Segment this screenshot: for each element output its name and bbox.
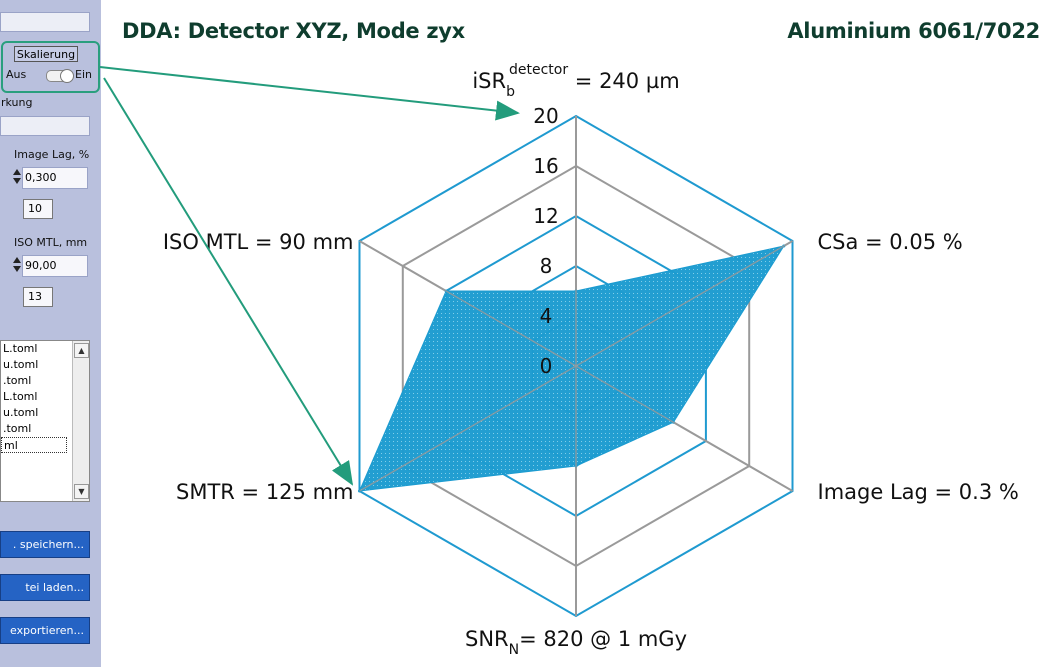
list-item[interactable]: L.toml	[3, 342, 38, 355]
tick-label: 4	[540, 304, 553, 328]
load-file-button[interactable]: tei laden...	[0, 574, 90, 601]
image-lag-label: Image Lag, %	[14, 148, 90, 161]
list-item[interactable]: .toml	[3, 422, 32, 435]
scaling-toggle[interactable]	[46, 69, 74, 83]
scroll-up-icon[interactable]: ▲	[74, 343, 89, 358]
axis-label: ISO MTL = 90 mm	[163, 230, 354, 254]
axis-label: SMTR = 125 mm	[176, 480, 354, 504]
remark-label: rkung	[1, 96, 33, 109]
axis-label: SNRN= 820 @ 1 mGy	[465, 627, 687, 658]
remark-field[interactable]	[0, 116, 90, 136]
list-item[interactable]: .toml	[3, 374, 32, 387]
iso-mtl-label: ISO MTL, mm	[14, 236, 88, 249]
annotation-arrow	[99, 66, 520, 121]
axis-label: iSRbdetector = 240 µm	[472, 62, 679, 100]
iso-mtl-spin-arrows[interactable]	[13, 255, 21, 277]
tick-label: 8	[540, 254, 553, 278]
toggle-on-label: Ein	[75, 68, 92, 81]
tick-label: 20	[533, 104, 558, 128]
scaling-button[interactable]: Skalierung	[14, 46, 78, 62]
annotation-arrow	[103, 77, 354, 486]
scaling-highlight-box	[1, 41, 100, 93]
toggle-knob[interactable]	[60, 69, 74, 83]
toggle-off-label: Aus	[6, 68, 27, 81]
tick-label: 16	[533, 154, 558, 178]
save-button[interactable]: . speichern...	[0, 531, 90, 558]
image-lag-spin-arrows[interactable]	[13, 167, 21, 189]
material-title: Aluminium 6061/7022	[787, 19, 1040, 43]
export-button[interactable]: exportieren...	[0, 617, 90, 644]
axis-label: CSa = 0.05 %	[818, 230, 963, 254]
axis-spoke-overlay	[359, 365, 577, 492]
scroll-down-icon[interactable]: ▼	[74, 484, 89, 499]
iso-mtl-input[interactable]: 90,00	[22, 255, 88, 277]
axis-spoke-overlay	[359, 240, 577, 367]
list-item[interactable]: u.toml	[3, 358, 39, 371]
top-text-field[interactable]	[0, 12, 90, 32]
file-list[interactable]: L.toml u.toml .toml L.toml u.toml .toml …	[0, 340, 90, 502]
list-scrollbar[interactable]: ▲ ▼	[72, 341, 89, 501]
iso-mtl-small-box: 13	[23, 287, 53, 307]
image-lag-small-box: 10	[23, 199, 53, 219]
list-item-selected[interactable]: ml	[1, 437, 67, 453]
settings-panel: Skalierung Aus Ein rkung Image Lag, % 0,…	[0, 0, 101, 667]
chart-title: DDA: Detector XYZ, Mode zyx	[122, 19, 465, 43]
axis-spoke-overlay	[575, 240, 793, 367]
list-item[interactable]: L.toml	[3, 390, 38, 403]
tick-label: 12	[533, 204, 558, 228]
list-item[interactable]: u.toml	[3, 406, 39, 419]
axis-spoke-overlay	[575, 365, 793, 492]
tick-label: 0	[540, 354, 553, 378]
image-lag-input[interactable]: 0,300	[22, 167, 88, 189]
axis-label: Image Lag = 0.3 %	[818, 480, 1019, 504]
